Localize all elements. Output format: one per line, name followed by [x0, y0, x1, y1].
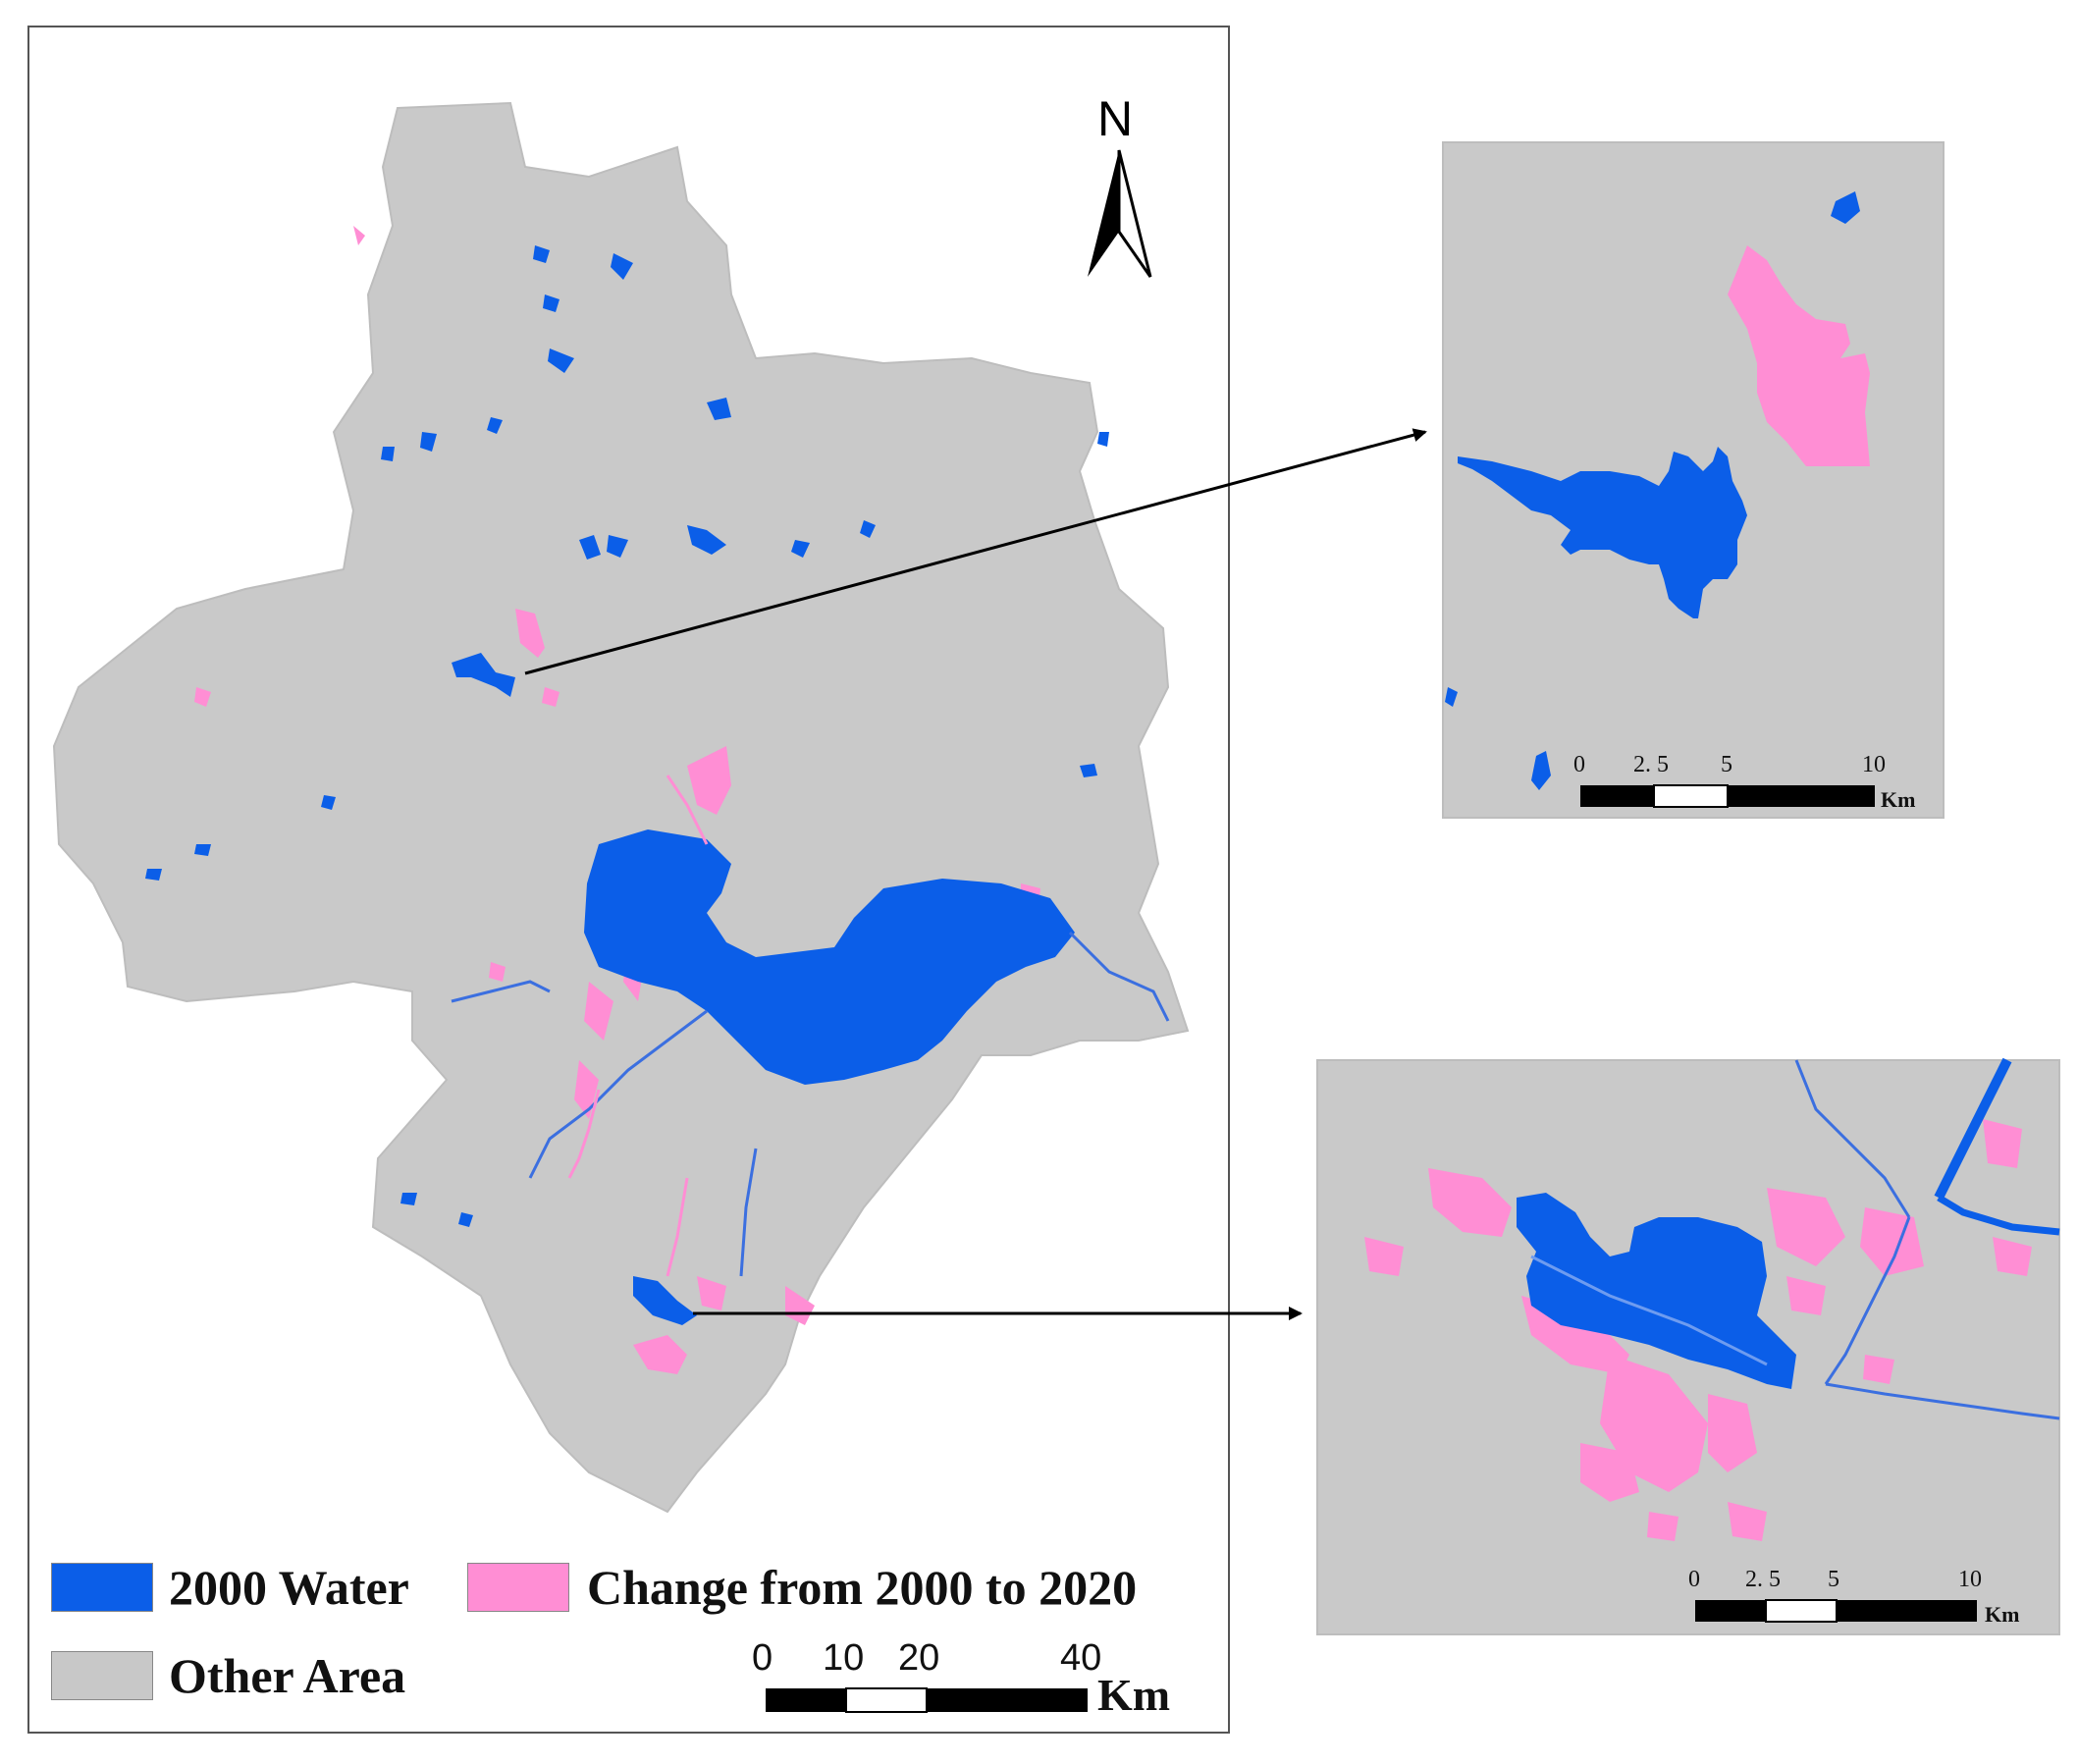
callout-arrow-top [524, 428, 1427, 675]
inset-bottom-scale-tick: 2. 5 [1745, 1567, 1781, 1592]
main-scale-unit: Km [1097, 1670, 1171, 1720]
map-frame [27, 26, 1230, 1734]
inset-top-scale-seg-3 [1728, 785, 1875, 807]
main-scale-seg-1 [766, 1688, 846, 1712]
legend-swatch-water [51, 1563, 153, 1612]
main-scale-tick: 10 [823, 1637, 865, 1679]
legend-swatch-other [51, 1651, 153, 1700]
main-scale-tick: 40 [1060, 1637, 1102, 1679]
inset-top-water-body [1458, 447, 1747, 618]
legend-label-other: Other Area [169, 1648, 406, 1703]
inset-bottom-scale-unit: Km [1985, 1602, 2020, 1627]
inset-top-scale-unit: Km [1881, 787, 1916, 812]
inset-bottom-scale-tick: 10 [1958, 1567, 1982, 1592]
inset-top-scale-tick: 2. 5 [1633, 752, 1669, 777]
inset-bottom-scale-seg-2 [1765, 1599, 1838, 1623]
inset-bottom-scale-seg-1 [1695, 1600, 1766, 1622]
legend-label-change: Change from 2000 to 2020 [587, 1560, 1138, 1615]
main-water-bodies [145, 245, 1109, 1325]
study-area [52, 101, 1190, 1514]
north-label: N [1097, 91, 1134, 146]
main-scale-seg-3 [927, 1688, 1088, 1712]
north-arrow-icon [1088, 149, 1152, 278]
inset-bottom-water-body [1517, 1193, 1796, 1389]
main-rivers [451, 931, 1170, 1277]
inset-top-change-patch [1728, 245, 1870, 466]
inset-top-scale-tick: 5 [1721, 752, 1732, 777]
inset-bottom-scale-tick: 0 [1688, 1567, 1700, 1592]
inset-bottom-scale-tick: 5 [1828, 1567, 1839, 1592]
inset-top-scale-tick: 10 [1862, 752, 1886, 777]
main-scale-tick: 20 [898, 1637, 940, 1679]
main-change-lines [567, 775, 709, 1277]
large-lake [584, 829, 1075, 1085]
inset-bottom-scale-seg-3 [1837, 1600, 1977, 1622]
main-scale-tick: 0 [752, 1637, 773, 1679]
inset-top-scale-seg-1 [1580, 785, 1654, 807]
inset-top-scale-tick: 0 [1573, 752, 1585, 777]
inset-top-map [1442, 141, 1945, 819]
main-scale-seg-2 [845, 1687, 928, 1713]
legend-swatch-change [467, 1563, 569, 1612]
inset-bottom-change-patches [1364, 1119, 2032, 1541]
inset-bottom-map [1316, 1057, 2060, 1635]
inset-top-scale-seg-2 [1653, 784, 1729, 808]
legend-label-water: 2000 Water [169, 1560, 409, 1615]
main-change-patches [194, 226, 1040, 1374]
